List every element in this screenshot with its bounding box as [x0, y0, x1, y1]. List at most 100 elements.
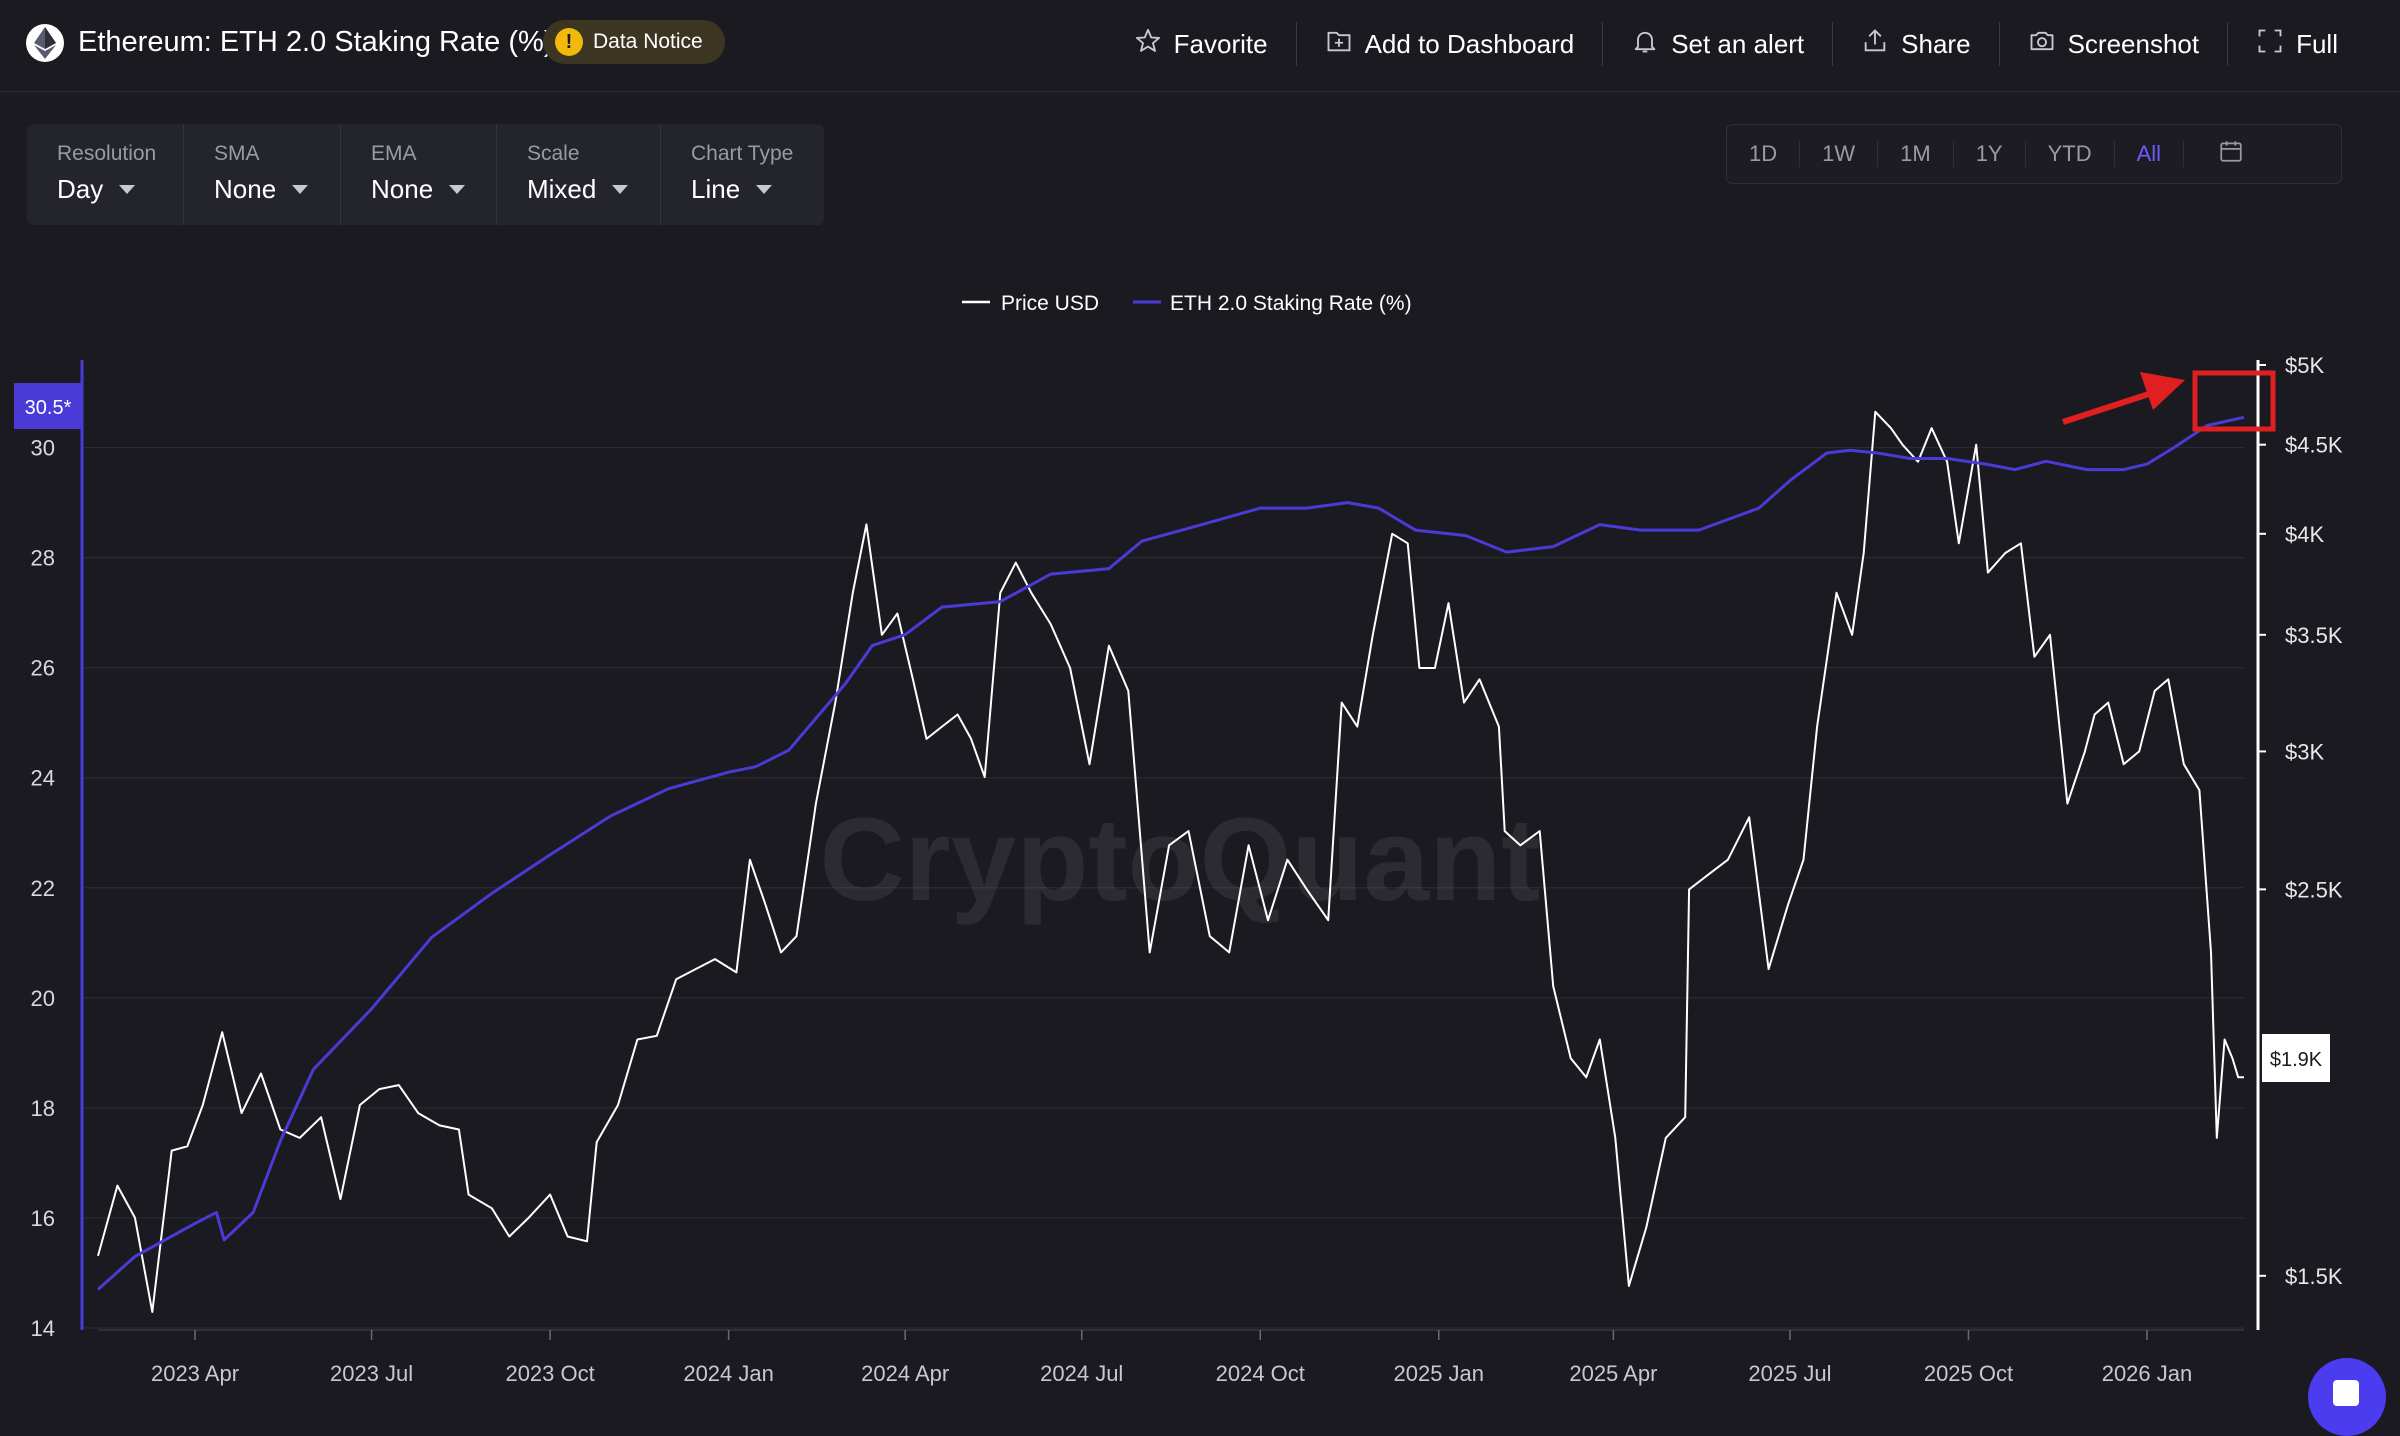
x-tick-label: 2026 Jan: [2102, 1361, 2193, 1386]
screenshot-button[interactable]: Screenshot: [2000, 27, 2228, 62]
chevron-down-icon: [292, 185, 309, 194]
resolution-select[interactable]: Resolution Day: [27, 124, 183, 225]
y-right-tick-label: $2.5K: [2285, 877, 2343, 902]
fullscreen-icon: [2256, 27, 2284, 62]
chart-type-select[interactable]: Chart Type Line: [660, 124, 824, 225]
set-alert-label: Set an alert: [1671, 28, 1805, 59]
resolution-value: Day: [57, 174, 104, 204]
chart-type-label: Chart Type: [691, 142, 794, 165]
chevron-down-icon: [756, 185, 773, 194]
chart-type-value: Line: [691, 174, 741, 204]
page-title: Ethereum: ETH 2.0 Staking Rate (%): [78, 26, 554, 58]
current-price-badge: $1.9K: [2270, 1049, 2323, 1071]
scale-label: Scale: [527, 142, 580, 165]
divider: [1877, 141, 1879, 167]
favorite-label: Favorite: [1173, 28, 1268, 59]
range-ytd[interactable]: YTD: [2047, 141, 2092, 166]
annotation-arrow-shaft: [2062, 389, 2156, 425]
time-range-selector: 1D 1W 1M 1Y YTD All: [1726, 124, 2342, 184]
bell-icon: [1631, 27, 1659, 62]
ema-select[interactable]: EMA None: [340, 124, 496, 225]
price-line: [97, 410, 2244, 1313]
range-all[interactable]: All: [2136, 141, 2162, 166]
x-tick-label: 2023 Apr: [151, 1361, 239, 1386]
share-label: Share: [1901, 28, 1971, 59]
warning-icon: !: [555, 28, 583, 56]
y-left-tick-label: 16: [31, 1206, 55, 1231]
divider: [1832, 22, 1834, 66]
x-tick-label: 2024 Jan: [683, 1361, 774, 1386]
scale-select[interactable]: Scale Mixed: [496, 124, 660, 225]
header-actions: Favorite Add to Dashboard Set an alert S…: [1106, 22, 2366, 66]
ema-value: None: [371, 174, 434, 204]
y-left-tick-label: 28: [31, 546, 55, 571]
fullscreen-button[interactable]: Full: [2228, 27, 2366, 62]
ethereum-logo-icon: [26, 24, 64, 62]
x-tick-label: 2024 Oct: [1216, 1361, 1305, 1386]
watermark: CryptoQuant: [819, 794, 1540, 926]
range-1w[interactable]: 1W: [1822, 141, 1856, 166]
y-right-tick-label: $4K: [2285, 522, 2324, 547]
share-button[interactable]: Share: [1833, 27, 1998, 62]
annotation-highlight-box: [2192, 370, 2276, 432]
divider: [2183, 141, 2185, 167]
divider: [2024, 141, 2026, 167]
y-right-tick-label: $1.5K: [2285, 1264, 2343, 1289]
divider: [1602, 22, 1604, 66]
add-to-dashboard-button[interactable]: Add to Dashboard: [1297, 27, 1603, 62]
y-right-tick-label: $3K: [2285, 739, 2324, 764]
set-alert-button[interactable]: Set an alert: [1603, 27, 1832, 62]
data-notice-label: Data Notice: [593, 30, 703, 53]
sma-label: SMA: [214, 142, 260, 165]
resolution-label: Resolution: [57, 142, 157, 165]
sma-select[interactable]: SMA None: [183, 124, 340, 225]
chart: CryptoQuant 14 16 18 20 22 24 26 28 30 $1.5K $2.5K $…: [14, 292, 2343, 1386]
favorite-button[interactable]: Favorite: [1106, 27, 1296, 62]
chart-controls: Resolution Day SMA None EMA None Scale M…: [27, 124, 824, 225]
annotation-arrow-head: [2140, 372, 2185, 410]
y-left-tick-label: 30: [31, 436, 55, 461]
divider: [2227, 22, 2229, 66]
fullscreen-label: Full: [2296, 28, 2338, 59]
range-1m[interactable]: 1M: [1900, 141, 1931, 166]
camera-icon: [2028, 27, 2056, 62]
screenshot-label: Screenshot: [2067, 28, 2200, 59]
share-icon: [1861, 27, 1889, 62]
staking-rate-line: [97, 415, 2245, 1291]
range-1y[interactable]: 1Y: [1975, 141, 2003, 166]
x-tick-label: 2025 Jul: [1748, 1361, 1831, 1386]
current-price-badge-bg: [2262, 1034, 2330, 1082]
sma-value: None: [214, 174, 277, 204]
scale-value: Mixed: [527, 174, 597, 204]
chat-icon: [2333, 1380, 2359, 1406]
divider: [1799, 141, 1801, 167]
divider: [1952, 141, 1954, 167]
star-icon: [1134, 27, 1162, 62]
dashboard-add-icon: [1325, 27, 1353, 62]
current-staking-badge: 30.5*: [25, 397, 72, 419]
y-left-tick-label: 18: [31, 1096, 55, 1121]
y-right-tick-label: $5K: [2285, 353, 2324, 378]
chat-button[interactable]: [2308, 1358, 2386, 1436]
legend-label-staking: ETH 2.0 Staking Rate (%): [1170, 292, 1412, 315]
divider: [1998, 22, 2000, 66]
data-notice-button[interactable]: ! Data Notice: [543, 20, 725, 64]
ema-label: EMA: [371, 142, 417, 165]
y-left-tick-label: 14: [31, 1316, 55, 1341]
y-left-tick-label: 20: [31, 986, 55, 1011]
range-1d[interactable]: 1D: [1749, 141, 1778, 166]
x-tick-label: 2025 Oct: [1924, 1361, 2013, 1386]
add-to-dashboard-label: Add to Dashboard: [1364, 28, 1575, 59]
y-right-tick-label: $4.5K: [2285, 433, 2343, 458]
chevron-down-icon: [612, 185, 629, 194]
y-left-tick-label: 22: [31, 876, 55, 901]
chevron-down-icon: [449, 185, 466, 194]
top-bar: Ethereum: ETH 2.0 Staking Rate (%) ! Dat…: [0, 0, 2400, 92]
y-right-tick-label: $3.5K: [2285, 623, 2343, 648]
x-tick-label: 2023 Oct: [505, 1361, 594, 1386]
y-left-tick-label: 24: [31, 766, 55, 791]
y-left-tick-label: 26: [31, 656, 55, 681]
legend-label-price: Price USD: [1001, 292, 1099, 315]
chevron-down-icon: [119, 185, 136, 194]
calendar-icon[interactable]: [2196, 138, 2266, 170]
